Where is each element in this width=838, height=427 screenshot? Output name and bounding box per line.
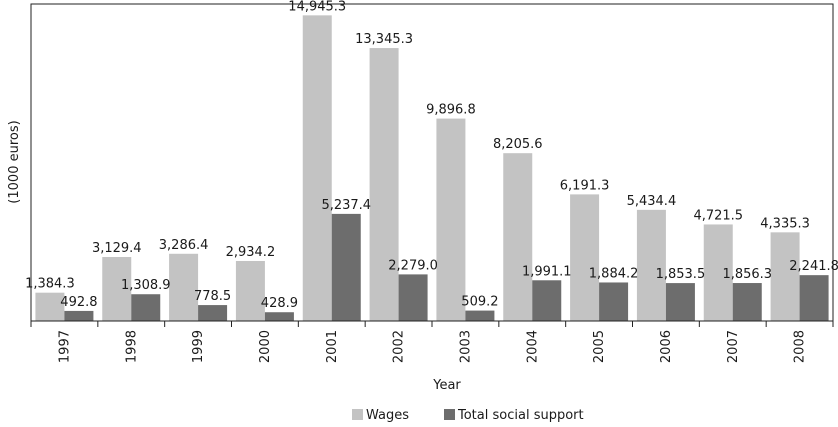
legend-swatch-wages [352,409,363,420]
legend: Wages Total social support [352,408,584,423]
wages-value-label-2008: 4,335.3 [760,216,810,231]
social-support-value-label-1997: 492.8 [60,295,97,310]
wages-bar-2003 [436,118,466,321]
social-support-bar-2005 [599,282,629,321]
wages-bar-2005 [570,194,600,321]
wages-bar-2001 [302,15,332,321]
social-support-value-label-2003: 509.2 [461,295,498,310]
social-support-value-label-2001: 5,237.4 [321,198,371,213]
x-axis: 1997 1998 1999 2000 2001 2002 2003 2004 2005 2006… [30,320,834,363]
social-support-value-label-2005: 1,884.2 [589,266,639,281]
wages-value-label-2006: 5,434.4 [627,194,677,209]
wages-bar-2002 [369,48,399,322]
social-support-value-label-2000: 428.9 [261,296,298,311]
wages-value-label-2000: 2,934.2 [226,245,276,260]
social-support-value-label-2008: 2,241.8 [789,259,838,274]
x-tick-label-2008: 2008 [793,330,808,363]
x-tick-label-2001: 2001 [325,330,340,363]
wages-value-label-2007: 4,721.5 [693,208,743,223]
legend-swatch-social-support [444,409,455,420]
x-tick-label-2007: 2007 [726,330,741,363]
x-tick-label-2000: 2000 [258,330,273,363]
social-support-value-label-2002: 2,279.0 [388,258,438,273]
social-support-bar-2007 [732,283,762,321]
social-support-bar-2002 [398,274,428,321]
x-tick-label-1998: 1998 [124,330,139,363]
x-tick-label-1999: 1999 [191,330,206,363]
x-tick-label-2004: 2004 [525,330,540,363]
wages-bar-1997 [35,292,65,321]
wages-value-label-2003: 9,896.8 [426,103,476,118]
social-support-bar-1998 [131,294,161,321]
social-support-bar-2001 [331,213,361,321]
social-support-value-label-2004: 1,991.1 [522,264,572,279]
wages-value-label-1997: 1,384.3 [25,277,75,292]
wages-value-label-2005: 6,191.3 [560,178,610,193]
value-labels-layer: 1,384.3 492.8 3,129.4 1,308.9 3,286.4 778.5 2,… [25,0,838,311]
social-support-value-label-1998: 1,308.9 [121,278,171,293]
social-support-bar-2000 [264,312,294,321]
x-tick-label-1997: 1997 [57,330,72,363]
wages-value-label-2001: 14,945.3 [288,0,346,14]
wages-bar-2007 [703,224,733,321]
wages-bar-1999 [169,253,199,321]
legend-label-social-support: Total social support [457,408,584,423]
social-support-bar-1999 [198,305,228,321]
social-support-value-label-2007: 1,856.3 [722,267,772,282]
social-support-value-label-1999: 778.5 [194,289,231,304]
wages-value-label-2002: 13,345.3 [355,32,413,47]
x-tick-label-2002: 2002 [392,330,407,363]
wages-bar-2006 [636,209,666,321]
wages-bar-2004 [503,153,533,321]
wages-value-label-2004: 8,205.6 [493,137,543,152]
social-support-bar-2004 [532,280,562,321]
wages-bar-1998 [102,256,132,321]
legend-label-wages: Wages [366,408,409,423]
social-support-bar-2006 [665,283,695,321]
x-tick-label-2006: 2006 [659,330,674,363]
bars-layer [35,15,829,322]
social-support-bar-1997 [64,310,94,321]
x-axis-title: Year [432,378,461,393]
wages-bar-2008 [770,232,800,321]
social-support-bar-2008 [799,275,829,321]
wages-bar-2000 [235,260,265,321]
y-axis-title: (1000 euros) [7,120,22,203]
x-tick-label-2005: 2005 [592,330,607,363]
x-tick-label-2003: 2003 [458,330,473,363]
social-support-bar-2003 [465,310,495,321]
wages-value-label-1999: 3,286.4 [159,238,209,253]
wages-value-label-1998: 3,129.4 [92,241,142,256]
social-support-value-label-2006: 1,853.5 [656,267,706,282]
